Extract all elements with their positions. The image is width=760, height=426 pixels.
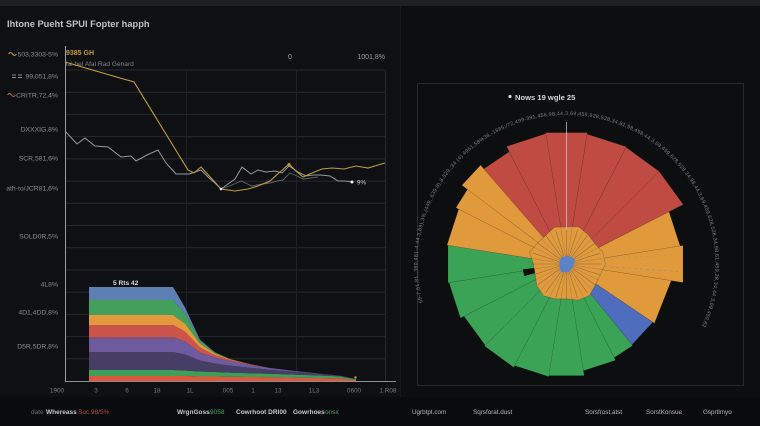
svg-text:9385 GH: 9385 GH: [66, 50, 94, 57]
svg-text:1L: 1L: [186, 388, 194, 395]
svg-text:SOLD0R,5%: SOLD0R,5%: [19, 233, 58, 240]
svg-text:1001,8%: 1001,8%: [357, 54, 385, 61]
svg-text:13: 13: [274, 388, 282, 395]
svg-text:6: 6: [125, 388, 129, 395]
svg-text:Gsprtlmyo: Gsprtlmyo: [703, 409, 732, 416]
svg-text:1900: 1900: [50, 388, 65, 395]
svg-text:date: date: [31, 409, 44, 416]
svg-text:SorstKonsue: SorstKonsue: [646, 409, 683, 416]
svg-text:4D1,4DD,8%: 4D1,4DD,8%: [18, 309, 58, 316]
svg-text:Sorsfrost.atst: Sorsfrost.atst: [585, 409, 622, 416]
svg-text:0: 0: [288, 54, 292, 61]
svg-text:1L3: 1L3: [309, 388, 320, 395]
svg-text:Soc.98/5%: Soc.98/5%: [78, 409, 110, 416]
svg-text:99,051,8%: 99,051,8%: [25, 73, 58, 80]
svg-text:9058: 9058: [210, 409, 225, 416]
svg-text:Sqrsforat.dust: Sqrsforat.dust: [473, 409, 512, 416]
svg-text:9%: 9%: [357, 180, 366, 187]
svg-text:Gowrhoes: Gowrhoes: [293, 409, 325, 416]
svg-text:1.R08: 1.R08: [379, 388, 396, 395]
svg-text:5 Rts 42: 5 Rts 42: [113, 280, 139, 287]
svg-text:18: 18: [153, 388, 161, 395]
svg-text:3: 3: [94, 388, 98, 395]
svg-text:Ihtone Pueht SPUI Fopter happh: Ihtone Pueht SPUI Fopter happh: [7, 19, 150, 29]
svg-text:Nows 19 wgle 25: Nows 19 wgle 25: [515, 93, 576, 102]
svg-text:4L8%: 4L8%: [41, 281, 58, 288]
svg-text:DXXXIG,8%: DXXXIG,8%: [21, 126, 58, 133]
svg-text:SCR,581,6%: SCR,581,6%: [19, 155, 58, 162]
svg-text:lal bel Afal Rad Genard: lal bel Afal Rad Genard: [66, 61, 134, 68]
svg-text:503,3303-5%: 503,3303-5%: [18, 51, 58, 58]
svg-text:0600: 0600: [347, 388, 362, 395]
svg-text:Ugrbtpt.com: Ugrbtpt.com: [412, 409, 446, 416]
svg-text:D5R,5DR,8%: D5R,5DR,8%: [17, 343, 58, 350]
svg-text:1: 1: [251, 388, 255, 395]
svg-text:onsx: onsx: [325, 409, 339, 416]
svg-text:005: 005: [223, 388, 234, 395]
svg-text:Whereass: Whereass: [46, 409, 77, 416]
svg-text:ath-to/JCR81,6%: ath-to/JCR81,6%: [6, 185, 58, 192]
svg-text:WrgnGoss: WrgnGoss: [177, 409, 210, 416]
svg-text:CRITR,72,4%: CRITR,72,4%: [16, 92, 58, 99]
svg-text:Cowrhoot DRI00: Cowrhoot DRI00: [236, 409, 287, 416]
